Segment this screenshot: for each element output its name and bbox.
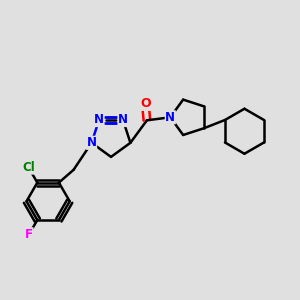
Text: N: N <box>118 113 128 127</box>
Text: O: O <box>140 97 151 110</box>
Text: N: N <box>165 111 175 124</box>
Text: N: N <box>94 113 104 127</box>
Text: N: N <box>87 136 97 149</box>
Text: F: F <box>25 228 33 241</box>
Text: Cl: Cl <box>22 161 35 174</box>
